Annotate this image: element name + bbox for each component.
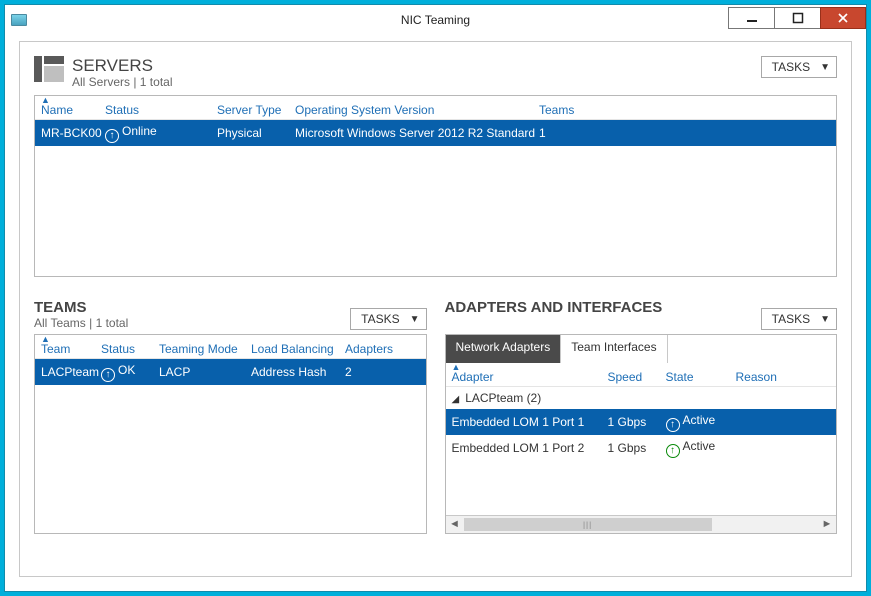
adapter-speed: 1 Gbps	[608, 441, 666, 455]
teams-section: TEAMS All Teams | 1 total TASKS▼ ▲Team S…	[34, 299, 427, 534]
sort-asc-icon: ▲	[41, 334, 50, 344]
sort-asc-icon: ▲	[452, 362, 461, 372]
teams-subtitle: All Teams | 1 total	[34, 316, 128, 330]
team-adapters: 2	[345, 365, 401, 379]
col-team[interactable]: ▲Team	[41, 342, 101, 356]
adapters-panel: Network Adapters Team Interfaces ▲Adapte…	[445, 334, 838, 534]
server-type: Physical	[217, 126, 295, 140]
col-status[interactable]: Status	[105, 103, 217, 117]
grip-icon: |||	[583, 520, 592, 529]
chevron-down-icon: ▼	[410, 314, 420, 325]
teams-title: TEAMS	[34, 299, 128, 316]
horizontal-scrollbar[interactable]: ◄ ||| ►	[446, 515, 837, 533]
adapters-tasks-button[interactable]: TASKS▼	[761, 308, 837, 330]
adapters-subtitle	[445, 316, 663, 330]
team-name: LACPteam	[41, 365, 101, 379]
adapters-section: ADAPTERS AND INTERFACES TASKS▼ Network A…	[445, 299, 838, 534]
server-os: Microsoft Windows Server 2012 R2 Standar…	[295, 126, 539, 140]
adapters-title: ADAPTERS AND INTERFACES	[445, 299, 663, 316]
adapter-speed: 1 Gbps	[608, 415, 666, 429]
server-row[interactable]: MR-BCK00 ↑Online Physical Microsoft Wind…	[35, 120, 836, 146]
sort-asc-icon: ▲	[41, 95, 50, 105]
up-arrow-icon: ↑	[101, 368, 115, 382]
chevron-down-icon: ▼	[820, 62, 830, 73]
servers-tasks-button[interactable]: TASKS ▼	[761, 56, 837, 78]
content-area: SERVERS All Servers | 1 total TASKS ▼ ▲N…	[19, 41, 852, 577]
server-status: ↑Online	[105, 124, 217, 143]
scroll-right-button[interactable]: ►	[818, 516, 836, 533]
col-state[interactable]: State	[666, 370, 736, 384]
scroll-track[interactable]: |||	[464, 516, 819, 533]
titlebar[interactable]: NIC Teaming	[5, 5, 866, 35]
col-speed[interactable]: Speed	[608, 370, 666, 384]
teams-tasks-button[interactable]: TASKS▼	[350, 308, 426, 330]
col-adapter[interactable]: ▲Adapter	[452, 370, 608, 384]
adapter-group[interactable]: ◢LACPteam (2)	[446, 387, 837, 409]
servers-header: SERVERS All Servers | 1 total TASKS ▼	[34, 56, 837, 89]
collapse-icon: ◢	[452, 394, 460, 405]
scroll-left-button[interactable]: ◄	[446, 516, 464, 533]
servers-icon	[34, 56, 64, 82]
col-os[interactable]: Operating System Version	[295, 103, 539, 117]
up-arrow-icon: ↑	[105, 129, 119, 143]
col-name[interactable]: ▲Name	[41, 103, 105, 117]
lower-panels: TEAMS All Teams | 1 total TASKS▼ ▲Team S…	[34, 299, 837, 534]
team-row[interactable]: LACPteam ↑OK LACP Address Hash 2	[35, 359, 426, 385]
col-adapters[interactable]: Adapters	[345, 342, 401, 356]
servers-columns: ▲Name Status Server Type Operating Syste…	[35, 96, 836, 120]
col-teams[interactable]: Teams	[539, 103, 599, 117]
server-teams: 1	[539, 126, 599, 140]
col-server-type[interactable]: Server Type	[217, 103, 295, 117]
nic-teaming-window: NIC Teaming SERVERS All Servers | 1 tota…	[4, 4, 867, 592]
teams-columns: ▲Team Status Teaming Mode Load Balancing…	[35, 335, 426, 359]
scroll-thumb[interactable]: |||	[464, 518, 712, 531]
col-load-balancing[interactable]: Load Balancing	[251, 342, 345, 356]
adapter-state: ↑Active	[666, 413, 736, 432]
server-name: MR-BCK00	[41, 126, 105, 140]
tab-team-interfaces[interactable]: Team Interfaces	[561, 335, 667, 363]
up-arrow-icon: ↑	[666, 444, 680, 458]
chevron-down-icon: ▼	[820, 314, 830, 325]
adapter-name: Embedded LOM 1 Port 2	[452, 441, 608, 455]
tasks-label: TASKS	[772, 60, 810, 74]
adapter-row[interactable]: Embedded LOM 1 Port 2 1 Gbps ↑Active	[446, 435, 837, 461]
col-team-status[interactable]: Status	[101, 342, 159, 356]
col-teaming-mode[interactable]: Teaming Mode	[159, 342, 251, 356]
adapter-state: ↑Active	[666, 439, 736, 458]
teams-table: ▲Team Status Teaming Mode Load Balancing…	[34, 334, 427, 534]
adapters-tabs: Network Adapters Team Interfaces	[446, 335, 837, 363]
team-mode: LACP	[159, 365, 251, 379]
servers-table: ▲Name Status Server Type Operating Syste…	[34, 95, 837, 277]
col-reason[interactable]: Reason	[736, 370, 796, 384]
team-lb: Address Hash	[251, 365, 345, 379]
servers-title: SERVERS	[72, 56, 173, 76]
team-status: ↑OK	[101, 363, 159, 382]
adapters-empty-space	[446, 461, 837, 515]
up-arrow-icon: ↑	[666, 418, 680, 432]
tab-network-adapters[interactable]: Network Adapters	[446, 335, 562, 363]
adapters-columns: ▲Adapter Speed State Reason	[446, 363, 837, 387]
servers-subtitle: All Servers | 1 total	[72, 76, 173, 90]
adapter-row[interactable]: Embedded LOM 1 Port 1 1 Gbps ↑Active	[446, 409, 837, 435]
window-title: NIC Teaming	[5, 13, 866, 27]
adapter-name: Embedded LOM 1 Port 1	[452, 415, 608, 429]
